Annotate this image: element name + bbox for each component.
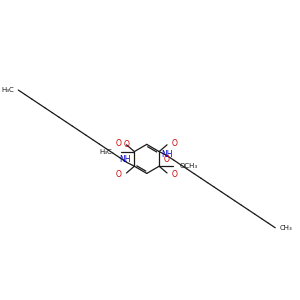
Text: O: O bbox=[172, 139, 177, 148]
Text: O: O bbox=[172, 170, 177, 179]
Text: O: O bbox=[124, 140, 129, 149]
Text: O: O bbox=[116, 170, 122, 179]
Text: CH₃: CH₃ bbox=[279, 225, 292, 231]
Text: O: O bbox=[164, 155, 170, 164]
Text: OCH₃: OCH₃ bbox=[179, 163, 198, 169]
Text: H₃C: H₃C bbox=[2, 87, 14, 93]
Text: NH: NH bbox=[161, 150, 173, 159]
Text: H₃C: H₃C bbox=[99, 148, 112, 154]
Text: O: O bbox=[116, 139, 122, 148]
Text: NH: NH bbox=[120, 154, 131, 164]
